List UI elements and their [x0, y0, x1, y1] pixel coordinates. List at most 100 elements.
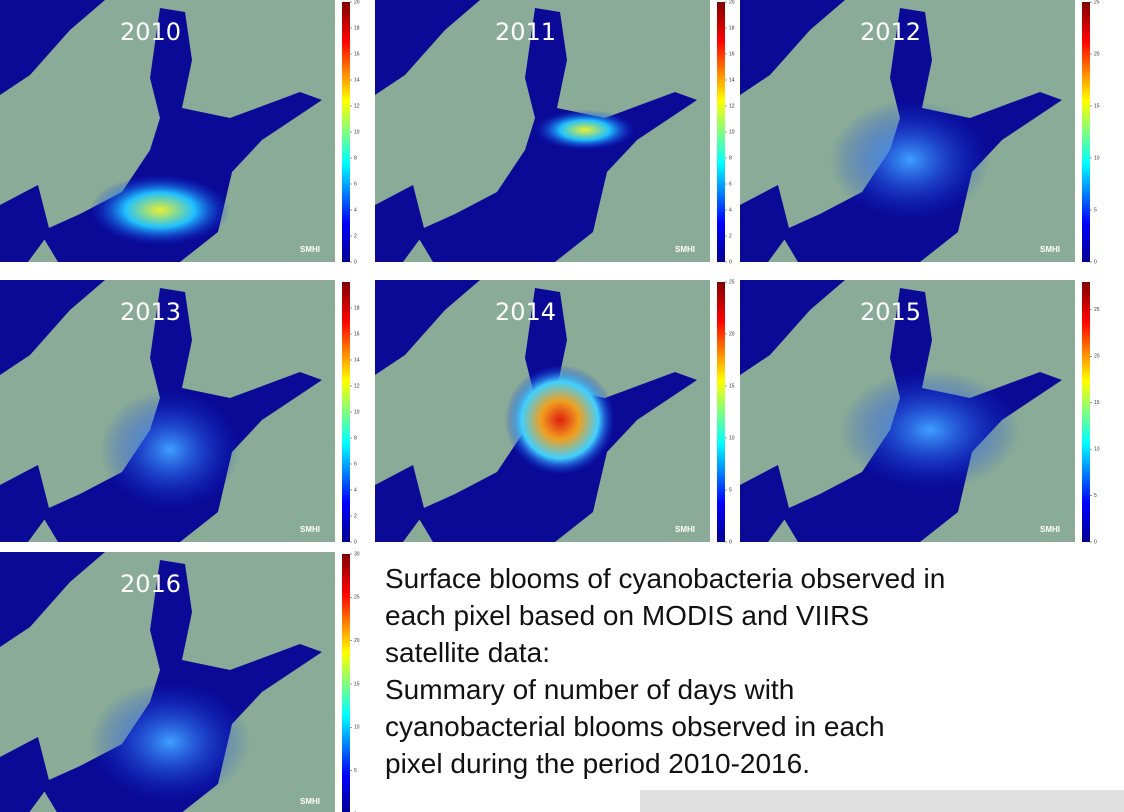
colorbar-tick-label: 20	[1094, 354, 1100, 360]
colorbar-tick-label: 15	[729, 383, 735, 389]
colorbar	[342, 282, 350, 542]
caption-line: cyanobacterial blooms observed in each	[385, 711, 885, 742]
colorbar-tick-label: 10	[354, 129, 360, 135]
watermark: SMHI	[1040, 525, 1060, 534]
year-label: 2012	[860, 18, 921, 46]
caption-bar	[640, 790, 1124, 812]
colorbar-tick-label: 5	[1094, 493, 1097, 499]
colorbar-tick-label: 30	[354, 551, 360, 557]
colorbar-tick-label: 18	[729, 25, 735, 31]
colorbar-tick-label: 2	[354, 233, 357, 239]
colorbar-tick-label: 16	[729, 51, 735, 57]
caption-line: satellite data:	[385, 637, 550, 668]
colorbar	[717, 2, 725, 262]
bloom-area	[100, 390, 240, 510]
figure: 2010SMHI024681012141618202011SMHI0246810…	[0, 0, 1124, 812]
bloom-area	[535, 110, 635, 150]
year-label: 2010	[120, 18, 181, 46]
colorbar-tick-label: 2	[729, 233, 732, 239]
colorbar-tick-label: 4	[729, 207, 732, 213]
colorbar-tick-label: 6	[354, 181, 357, 187]
colorbar-tick-label: 5	[729, 487, 732, 493]
colorbar-tick-label: 10	[1094, 155, 1100, 161]
bloom-area	[90, 682, 250, 802]
colorbar-tick-label: 8	[354, 435, 357, 441]
watermark: SMHI	[675, 525, 695, 534]
watermark: SMHI	[675, 245, 695, 254]
colorbar-tick-label: 4	[354, 207, 357, 213]
colorbar-tick-label: 12	[354, 103, 360, 109]
map-panel: 2010 SMHI 0 2 4 6 8 10 12 14 16 18 20	[0, 0, 360, 265]
watermark: SMHI	[300, 245, 320, 254]
colorbar-tick-label: 15	[354, 681, 360, 687]
caption-line: Summary of number of days with	[385, 674, 794, 705]
colorbar-tick-label: 0	[1094, 259, 1097, 265]
colorbar-tick-label: 12	[354, 383, 360, 389]
colorbar-tick-label: 14	[729, 77, 735, 83]
map-panel: 2015 SMHI 0 5 10 15 20 25	[740, 280, 1100, 545]
colorbar-tick-label: 25	[1094, 307, 1100, 313]
year-label: 2014	[495, 298, 556, 326]
watermark: SMHI	[1040, 245, 1060, 254]
colorbar-tick-label: 20	[354, 638, 360, 644]
bloom-area	[840, 370, 1020, 490]
colorbar-tick-label: 0	[729, 259, 732, 265]
colorbar-tick-label: 8	[729, 155, 732, 161]
watermark: SMHI	[300, 525, 320, 534]
colorbar-tick-label: 10	[354, 409, 360, 415]
colorbar-tick-label: 16	[354, 51, 360, 57]
bloom-area	[90, 175, 230, 245]
colorbar-tick-label: 2	[354, 513, 357, 519]
colorbar-tick-label: 5	[1094, 207, 1097, 213]
map-panel: 2011 SMHI 0 2 4 6 8 10 12 14 16 18 20	[375, 0, 735, 265]
colorbar-tick-label: 20	[1094, 51, 1100, 57]
year-label: 2011	[495, 18, 556, 46]
page: {"panels": [ {"year": "2010", "watermark…	[0, 0, 1124, 812]
colorbar-tick-label: 0	[729, 539, 732, 545]
map-panel: 2014 SMHI 0 5 10 15 20 25	[375, 279, 735, 545]
map-panel: 2013 SMHI 0 2 4 6 8 10 12 14 16 18	[0, 280, 360, 545]
colorbar-tick-label: 18	[354, 305, 360, 311]
colorbar-tick-label: 0	[354, 259, 357, 265]
bloom-area	[505, 365, 615, 475]
colorbar-tick-label: 14	[354, 77, 360, 83]
colorbar-tick-label: 14	[354, 357, 360, 363]
colorbar-tick-label: 10	[729, 435, 735, 441]
colorbar-tick-label: 16	[354, 331, 360, 337]
colorbar-tick-label: 6	[354, 461, 357, 467]
colorbar-tick-label: 10	[729, 129, 735, 135]
colorbar-tick-label: 20	[354, 0, 360, 5]
colorbar-tick-label: 10	[354, 725, 360, 731]
colorbar-tick-label: 5	[354, 768, 357, 774]
colorbar	[342, 554, 350, 812]
colorbar-tick-label: 8	[354, 155, 357, 161]
colorbar-tick-label: 25	[1094, 0, 1100, 5]
colorbar-tick-label: 6	[729, 181, 732, 187]
colorbar	[717, 282, 725, 542]
colorbar-tick-label: 25	[354, 595, 360, 601]
colorbar-tick-label: 20	[729, 0, 735, 5]
colorbar	[1082, 2, 1090, 262]
colorbar-tick-label: 10	[1094, 446, 1100, 452]
colorbar-tick-label: 12	[729, 103, 735, 109]
bloom-area	[830, 100, 990, 220]
colorbar-tick-label: 15	[1094, 400, 1100, 406]
colorbar	[342, 2, 350, 262]
year-label: 2013	[120, 298, 181, 326]
year-label: 2015	[860, 298, 921, 326]
colorbar-tick-label: 18	[354, 25, 360, 31]
map-panel: 2016SMHI051015202530	[0, 551, 360, 812]
watermark: SMHI	[300, 797, 320, 806]
colorbar-tick-label: 15	[1094, 103, 1100, 109]
colorbar-tick-label: 0	[1094, 539, 1097, 545]
colorbar-tick-label: 4	[354, 487, 357, 493]
colorbar-tick-label: 25	[729, 279, 735, 285]
colorbar-tick-label: 20	[729, 331, 735, 337]
caption-line: pixel during the period 2010-2016.	[385, 748, 810, 779]
map-panel: 2012 SMHI 0 5 10 15 20 25	[740, 0, 1100, 265]
caption-line: Surface blooms of cyanobacteria observed…	[385, 563, 945, 594]
caption-line: each pixel based on MODIS and VIIRS	[385, 600, 869, 631]
year-label: 2016	[120, 570, 181, 598]
colorbar	[1082, 282, 1090, 542]
colorbar-tick-label: 0	[354, 539, 357, 545]
